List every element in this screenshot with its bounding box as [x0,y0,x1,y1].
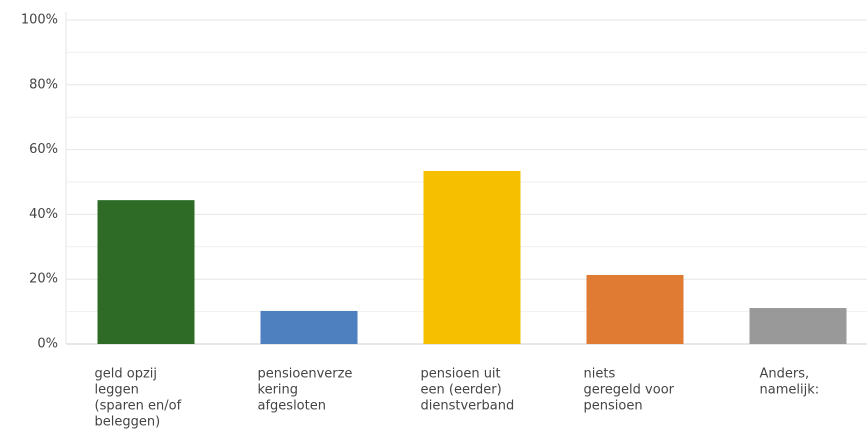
y-tick-label: 0% [37,337,58,352]
x-tick-label: Anders, [760,367,810,382]
x-tick-label: pensioen [584,399,643,414]
bar [97,200,195,344]
bar [423,170,521,344]
x-tick-label: kering [258,383,299,398]
x-tick-label: geld opzij [95,367,158,382]
y-tick-label: 20% [29,272,58,287]
x-tick-label: leggen [95,383,139,398]
x-tick-label: geregeld voor [584,383,675,398]
x-tick-label: (sparen en/of [95,399,182,414]
y-tick-label: 60% [29,142,58,157]
y-tick-label: 80% [29,77,58,92]
x-tick-label: niets [584,367,616,382]
bar [586,274,684,344]
x-tick-label: een (eerder) [421,383,502,398]
x-tick-label: namelijk: [760,383,820,398]
y-tick-label: 100% [21,13,58,28]
x-tick-label: beleggen) [95,415,161,430]
y-tick-label: 40% [29,207,58,222]
bar [260,310,358,344]
bar [749,308,847,344]
x-tick-label: pensioenverze [258,367,353,382]
x-tick-label: afgesloten [258,399,326,414]
x-tick-label: dienstverband [421,399,515,414]
x-tick-label: pensioen uit [421,367,501,382]
